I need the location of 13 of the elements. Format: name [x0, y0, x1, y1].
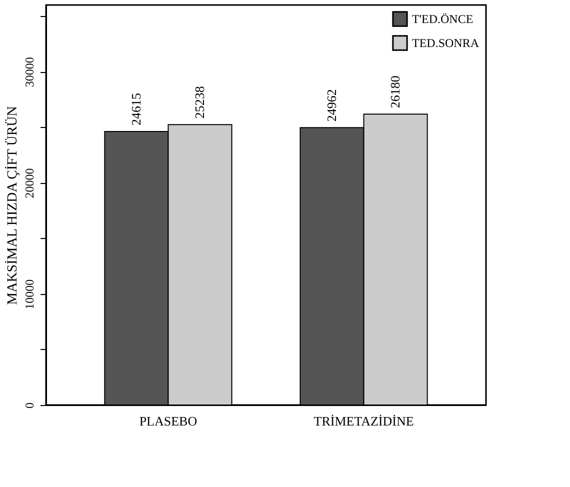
data-label: 25238: [192, 86, 207, 119]
data-label: 24962: [324, 89, 339, 122]
data-label: 26180: [388, 76, 403, 108]
y-tick-label: 10000: [22, 279, 36, 310]
y-tick-label: 30000: [22, 57, 36, 88]
y-axis-title: MAKSİMAL HIZDA ÇİFT ÜRÜN: [4, 106, 20, 305]
legend-label: T'ED.ÖNCE: [412, 12, 474, 26]
y-tick-label: 20000: [22, 168, 36, 198]
x-tick-label: TRİMETAZİDİNE: [314, 414, 414, 428]
y-tick-label: 0: [22, 402, 36, 408]
x-tick-label: PLASEBO: [139, 414, 198, 428]
legend-label: TED.SONRA: [412, 36, 480, 50]
data-label: 24615: [128, 93, 144, 126]
